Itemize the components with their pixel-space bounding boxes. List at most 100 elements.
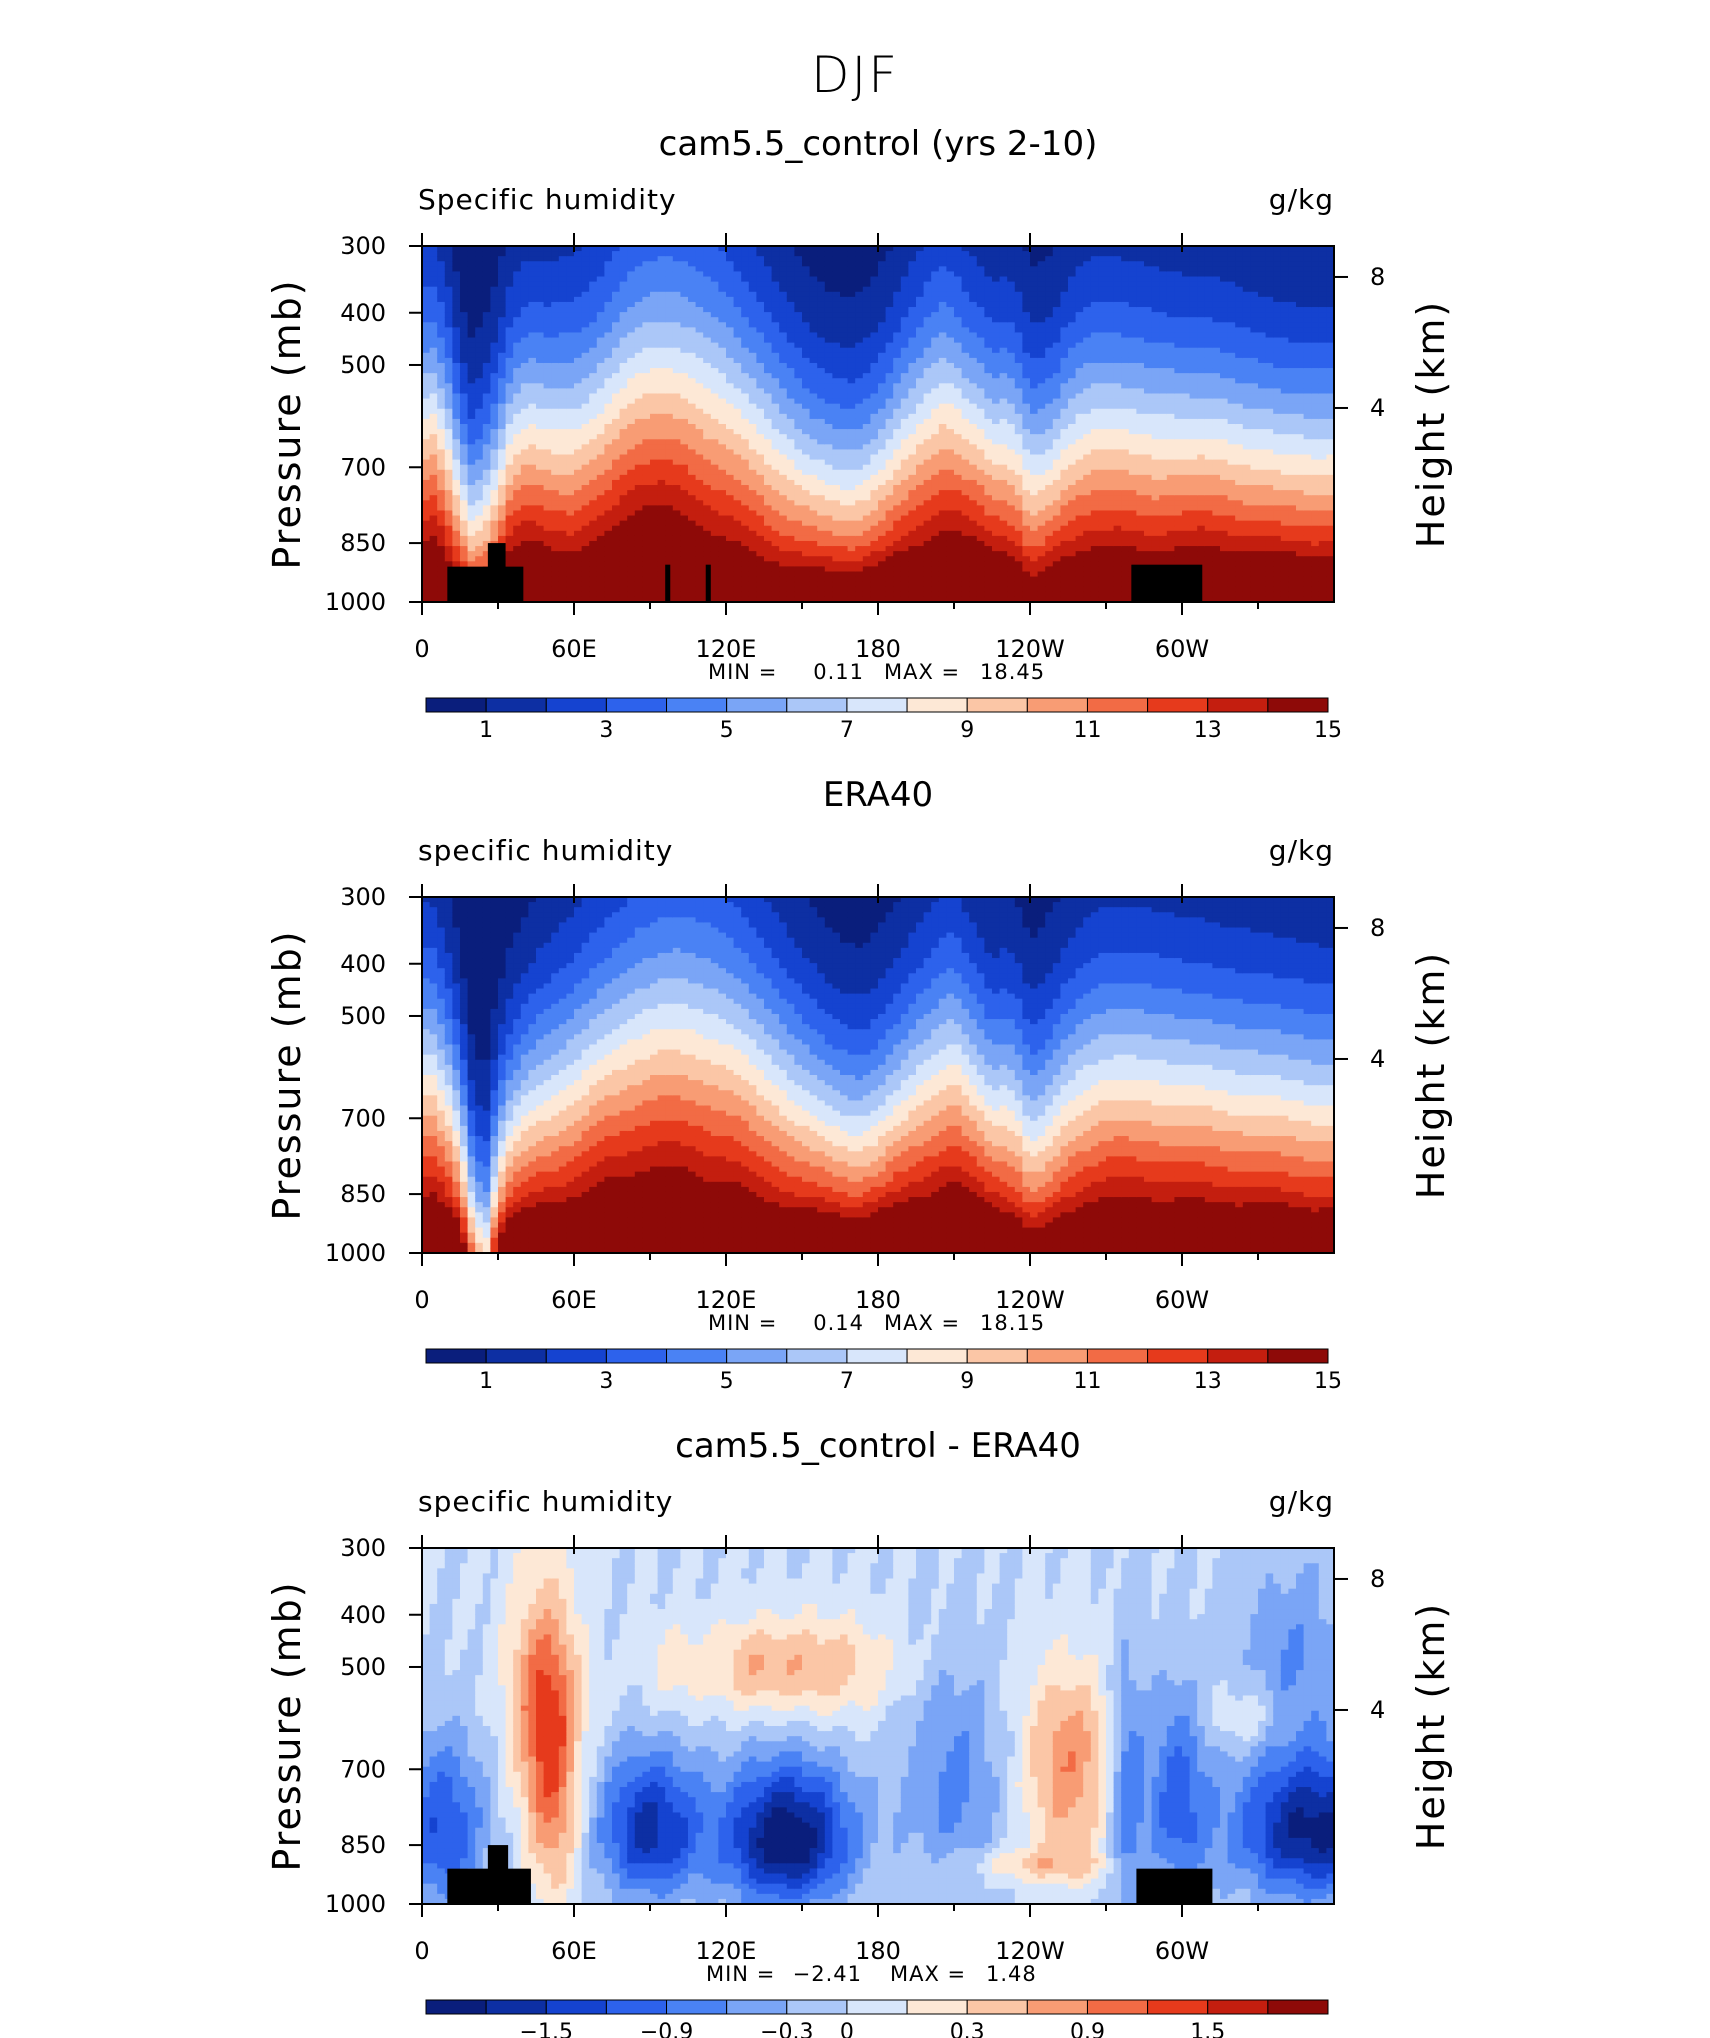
heatmap-cell (650, 475, 658, 481)
heatmap-cell (893, 541, 901, 547)
heatmap-cell (901, 353, 909, 359)
heatmap-cell (490, 358, 498, 364)
heatmap-cell (764, 388, 772, 394)
heatmap-cell (597, 292, 605, 298)
heatmap-cell (734, 292, 742, 298)
heatmap-cell (924, 282, 932, 288)
heatmap-cell (513, 261, 521, 267)
heatmap-cell (680, 582, 688, 588)
heatmap-cell (840, 414, 848, 420)
heatmap-cell (711, 495, 719, 501)
heatmap-cell (840, 378, 848, 384)
heatmap-cell (756, 358, 764, 364)
heatmap-cell (741, 490, 749, 496)
heatmap-cell (506, 266, 514, 272)
heatmap-cell (452, 460, 460, 466)
heatmap-cell (490, 332, 498, 338)
heatmap-cell (437, 460, 445, 466)
heatmap-cell (749, 419, 757, 425)
heatmap-cell (513, 470, 521, 476)
heatmap-cell (810, 388, 818, 394)
heatmap-cell (924, 571, 932, 577)
heatmap-cell (840, 292, 848, 298)
heatmap-cell (718, 556, 726, 562)
heatmap-cell (817, 297, 825, 303)
heatmap-cell (437, 571, 445, 577)
heatmap-cell (597, 551, 605, 557)
heatmap-cell (627, 495, 635, 501)
heatmap-cell (680, 444, 688, 450)
heatmap-cell (627, 516, 635, 522)
heatmap-cell (658, 348, 666, 354)
heatmap-cell (886, 302, 894, 308)
heatmap-cell (589, 302, 597, 308)
heatmap-cell (582, 404, 590, 410)
heatmap-cell (756, 531, 764, 537)
heatmap-cell (908, 383, 916, 389)
heatmap-cell (536, 495, 544, 501)
heatmap-cell (886, 378, 894, 384)
heatmap-cell (794, 505, 802, 511)
heatmap-cell (870, 561, 878, 567)
heatmap-cell (604, 348, 612, 354)
heatmap-cell (582, 393, 590, 399)
heatmap-cell (832, 256, 840, 262)
heatmap-cell (908, 485, 916, 491)
heatmap-cell (635, 434, 643, 440)
heatmap-cell (718, 465, 726, 471)
heatmap-cell (680, 287, 688, 293)
heatmap-cell (650, 582, 658, 588)
heatmap-cell (870, 465, 878, 471)
heatmap-cell (528, 495, 536, 501)
heatmap-cell (794, 531, 802, 537)
heatmap-cell (460, 546, 468, 552)
heatmap-cell (726, 419, 734, 425)
heatmap-cell (946, 551, 954, 557)
heatmap-cell (612, 541, 620, 547)
heatmap-cell (604, 556, 612, 562)
heatmap-cell (924, 490, 932, 496)
heatmap-cell (513, 302, 521, 308)
heatmap-cell (521, 419, 529, 425)
heatmap-cell (574, 404, 582, 410)
heatmap-cell (764, 566, 772, 572)
heatmap-cell (870, 455, 878, 461)
heatmap-cell (863, 541, 871, 547)
heatmap-cell (931, 449, 939, 455)
heatmap-cell (718, 266, 726, 272)
heatmap-cell (802, 266, 810, 272)
heatmap-cell (901, 287, 909, 293)
heatmap-cell (498, 510, 506, 516)
heatmap-cell (452, 271, 460, 277)
heatmap-cell (468, 256, 476, 262)
heatmap-cell (817, 516, 825, 522)
heatmap-cell (939, 582, 947, 588)
heatmap-cell (749, 292, 757, 298)
heatmap-cell (878, 531, 886, 537)
heatmap-cell (734, 444, 742, 450)
heatmap-cell (589, 256, 597, 262)
heatmap-cell (544, 287, 552, 293)
heatmap-cell (430, 282, 438, 288)
heatmap-cell (422, 368, 430, 374)
heatmap-cell (825, 556, 833, 562)
heatmap-cell (711, 449, 719, 455)
heatmap-cell (924, 561, 932, 567)
heatmap-cell (612, 256, 620, 262)
heatmap-cell (802, 271, 810, 277)
heatmap-cell (802, 251, 810, 257)
heatmap-cell (452, 297, 460, 303)
heatmap-cell (475, 266, 483, 272)
heatmap-cell (452, 541, 460, 547)
heatmap-cell (931, 383, 939, 389)
heatmap-cell (832, 404, 840, 410)
heatmap-cell (954, 505, 962, 511)
heatmap-cell (810, 322, 818, 328)
heatmap-cell (688, 587, 696, 593)
heatmap-cell (772, 516, 780, 522)
heatmap-cell (870, 282, 878, 288)
heatmap-cell (863, 465, 871, 471)
heatmap-cell (764, 338, 772, 344)
heatmap-cell (734, 373, 742, 379)
heatmap-cell (848, 353, 856, 359)
